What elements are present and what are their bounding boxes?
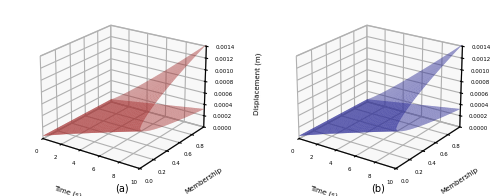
Title: (a): (a) (115, 183, 129, 193)
Y-axis label: Membership: Membership (184, 167, 224, 195)
Y-axis label: Membership: Membership (440, 167, 480, 195)
Title: (b): (b) (371, 183, 385, 193)
X-axis label: Time (s): Time (s) (309, 185, 338, 196)
X-axis label: Time (s): Time (s) (53, 185, 82, 196)
